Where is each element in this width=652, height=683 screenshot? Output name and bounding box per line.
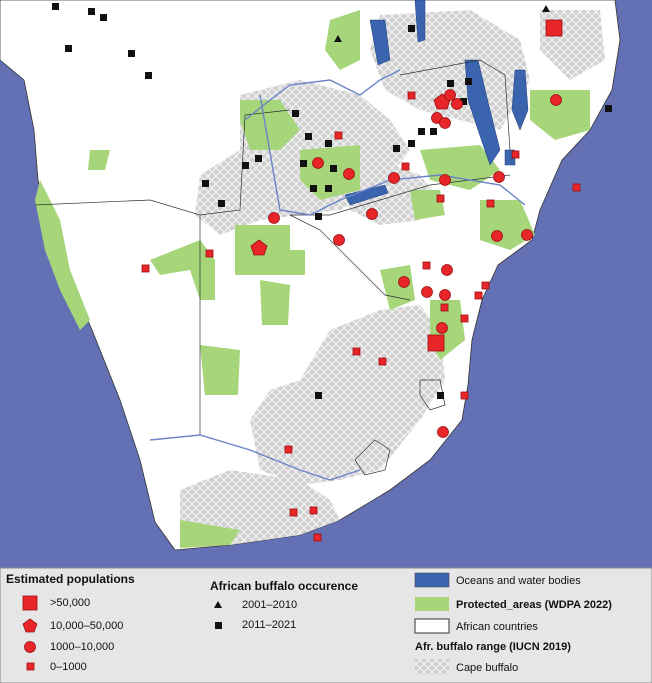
legend-symbol: [414, 618, 450, 634]
population-markers: [141, 19, 581, 542]
legend-label: African countries: [456, 621, 538, 633]
legend-symbol: [415, 659, 449, 675]
occurrence-2011-2021: [52, 3, 612, 399]
legend-symbol: [26, 662, 35, 671]
legend-symbol: [22, 618, 38, 633]
legend-symbol: [415, 597, 449, 611]
occurrence-2001-2010: [334, 5, 550, 42]
legend-label: Protected_areas (WDPA 2022): [456, 599, 612, 611]
legend-label: 1000–10,000: [50, 641, 114, 653]
legend-title: Afr. buffalo range (IUCN 2019): [415, 641, 571, 653]
legend-label: 2011–2021: [242, 619, 296, 631]
legend-label: 10,000–50,000: [50, 620, 123, 632]
legend-label: >50,000: [50, 597, 90, 609]
legend-symbol: [214, 601, 222, 608]
legend-label: 0–1000: [50, 661, 87, 673]
water-bodies: [344, 0, 529, 206]
legend-symbol: [414, 572, 450, 588]
legend-symbol: [24, 641, 36, 653]
legend-title: Estimated populations: [6, 572, 135, 586]
legend-title: African buffalo occurence: [210, 579, 358, 593]
legend-panel: [0, 567, 652, 683]
legend-symbol: [215, 622, 222, 629]
legend-symbol: [22, 595, 38, 611]
legend-label: Oceans and water bodies: [456, 575, 581, 587]
legend-label: Cape buffalo: [456, 662, 518, 674]
rivers: [149, 69, 526, 481]
legend-label: 2001–2010: [242, 599, 297, 611]
